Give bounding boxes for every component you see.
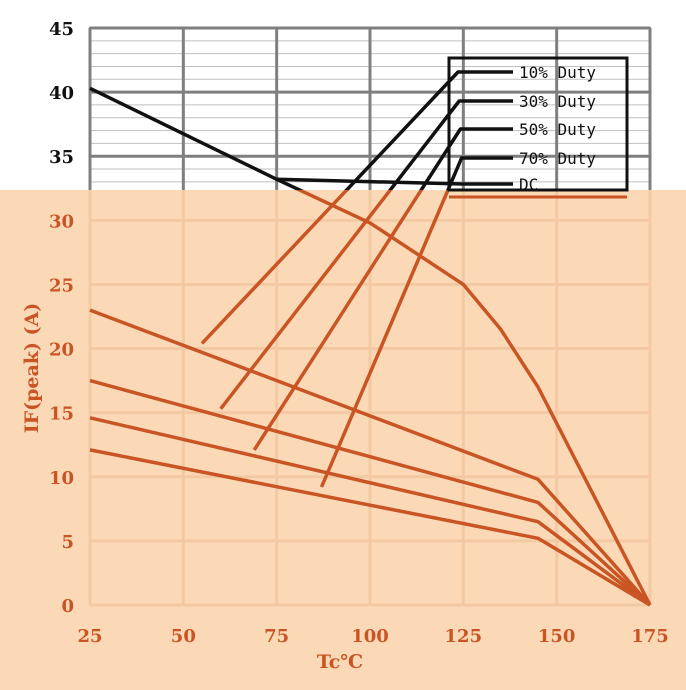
legend: 10% Duty 30% Duty 50% Duty 70% Duty DC xyxy=(447,56,629,199)
y-tick-label: 35 xyxy=(49,147,74,168)
x-tick-label: 175 xyxy=(631,626,669,647)
y-tick-label: 30 xyxy=(49,211,74,232)
axis-ticks: 0 5 10 15 20 25 30 35 40 45 25 50 75 100 125 150 175 xyxy=(49,19,669,647)
series-line-dc xyxy=(295,190,652,606)
x-tick-label: 100 xyxy=(351,626,389,647)
x-tick-label: 25 xyxy=(77,626,102,647)
legend-label-dc: DC xyxy=(519,175,538,194)
lower-series-lines xyxy=(89,190,652,607)
legend-pointer-dc xyxy=(276,177,513,186)
legend-pointer-70-duty xyxy=(319,190,450,488)
y-tick-label: 45 xyxy=(49,19,74,40)
y-tick-label: 0 xyxy=(61,596,74,617)
series-line-30-duty xyxy=(89,378,652,607)
x-tick-label: 50 xyxy=(171,626,196,647)
legend-pointer-10-duty xyxy=(344,70,513,190)
lower-grid xyxy=(88,190,652,607)
y-tick-label: 20 xyxy=(49,340,74,361)
plot-frame xyxy=(89,27,651,190)
legend-pointer-10-duty xyxy=(200,190,350,345)
legend-label-10-duty: 10% Duty xyxy=(519,63,596,82)
series-line-10-duty xyxy=(89,308,652,607)
upper-grid xyxy=(88,26,652,190)
x-tick-label: 150 xyxy=(538,626,576,647)
y-tick-label: 25 xyxy=(49,275,74,296)
x-tick-label: 75 xyxy=(264,626,289,647)
legend-pointer-30-duty xyxy=(219,190,393,410)
y-tick-label: 40 xyxy=(49,83,74,104)
legend-label-50-duty: 50% Duty xyxy=(519,120,596,139)
y-tick-label: 5 xyxy=(61,532,74,553)
legend-label-70-duty: 70% Duty xyxy=(519,149,596,168)
legend-pointer-70-duty xyxy=(446,156,513,190)
legend-pointer-30-duty xyxy=(388,99,513,190)
y-axis-label: IF(peak) (A) xyxy=(21,303,43,434)
y-tick-label: 15 xyxy=(49,404,74,425)
legend-box xyxy=(447,56,629,192)
series-line-70-duty xyxy=(89,448,651,607)
x-axis-label: Tc℃ xyxy=(317,651,363,673)
upper-series-lines xyxy=(89,70,513,190)
legend-label-30-duty: 30% Duty xyxy=(519,92,596,111)
x-tick-label: 125 xyxy=(445,626,483,647)
legend-pointer-50-duty xyxy=(252,190,424,451)
series-line-50-duty xyxy=(89,416,652,607)
y-tick-label: 10 xyxy=(49,468,74,489)
upper-panel-background xyxy=(0,0,686,190)
legend-pointer-50-duty xyxy=(419,127,513,190)
